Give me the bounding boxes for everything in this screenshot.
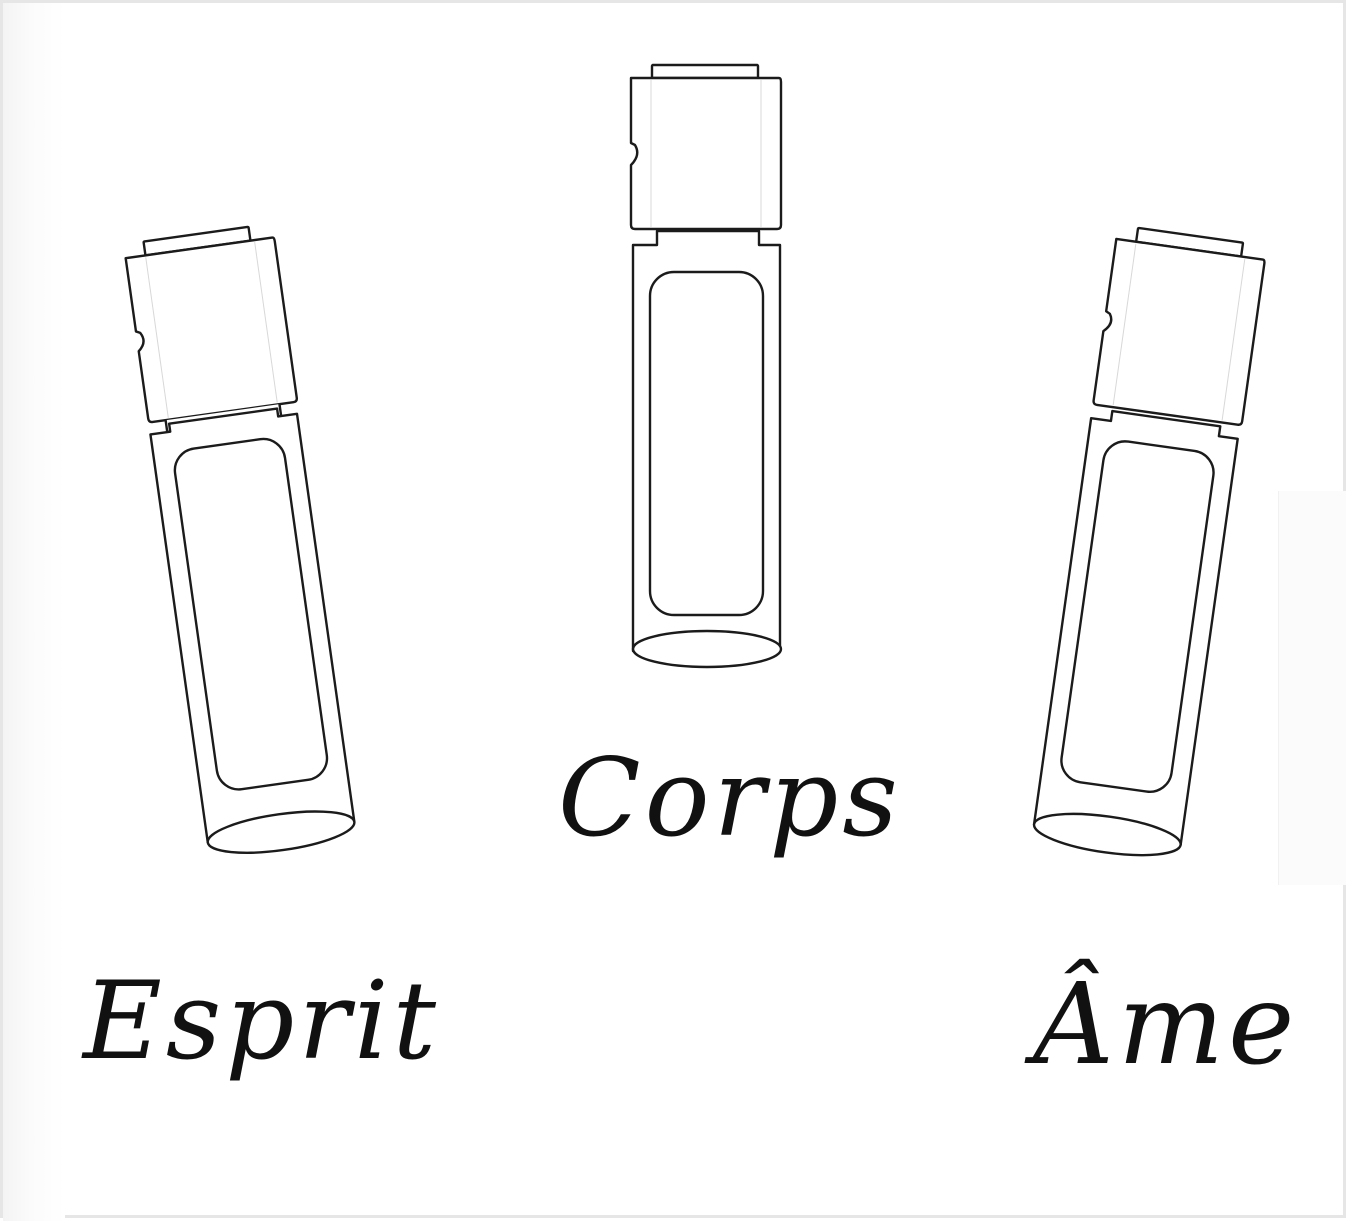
right-bottle-base — [1032, 812, 1182, 857]
left-bottle-label-window — [173, 437, 329, 791]
right-bottle-body — [1032, 409, 1239, 847]
label-esprit: Esprit — [81, 959, 440, 1084]
center-bottle-body — [631, 229, 782, 653]
label-ame: Âme — [1024, 958, 1298, 1090]
right-bottle-label-window — [1060, 440, 1215, 793]
label-corps: Corps — [558, 736, 902, 861]
center-bottle-base — [631, 629, 783, 669]
center-bottle-cap — [629, 76, 783, 231]
center-bottle-label-window — [648, 270, 765, 617]
left-bottle — [124, 225, 356, 854]
center-bottle-cap-top — [650, 63, 760, 80]
right-side-panel — [1278, 491, 1346, 885]
center-bottle — [629, 63, 783, 669]
left-bottle-body — [149, 407, 356, 844]
right-bottle-cap — [1092, 237, 1266, 426]
left-bottle-cap — [124, 236, 299, 424]
right-bottle — [1032, 226, 1266, 857]
bottle-illustration: Esprit Corps Âme — [81, 63, 1298, 1090]
left-bottle-base — [206, 810, 356, 854]
